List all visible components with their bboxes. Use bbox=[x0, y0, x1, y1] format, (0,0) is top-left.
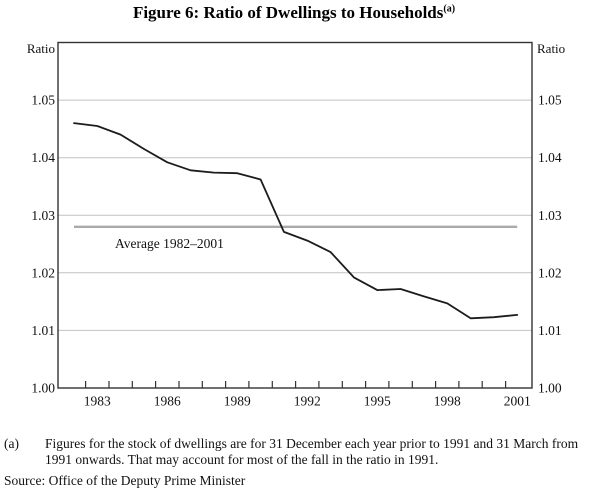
footnote-marker: (a) bbox=[4, 436, 19, 451]
x-axis-tick-label: 1989 bbox=[224, 394, 251, 409]
average-line-label: Average 1982–2001 bbox=[115, 236, 224, 251]
x-axis-tick-label: 1998 bbox=[434, 394, 461, 409]
y-axis-title-right: Ratio bbox=[537, 41, 566, 56]
y-axis-tick-label-left: 1.03 bbox=[31, 208, 55, 223]
y-axis-tick-label-right: 1.04 bbox=[538, 150, 562, 165]
figure-title: Figure 6: Ratio of Dwellings to Househol… bbox=[0, 3, 588, 23]
y-axis-tick-label-left: 1.05 bbox=[31, 93, 55, 108]
y-axis-tick-label-right: 1.02 bbox=[538, 265, 562, 280]
ratio-series-line bbox=[73, 122, 519, 320]
y-axis-tick-label-right: 1.00 bbox=[538, 381, 562, 396]
x-axis-tick-label: 1983 bbox=[84, 394, 111, 409]
x-axis-tick-label: 1986 bbox=[154, 394, 181, 409]
y-axis-tick-label-right: 1.05 bbox=[538, 93, 562, 108]
footnote-text: Figures for the stock of dwellings are f… bbox=[45, 436, 579, 467]
y-axis-tick-label-left: 1.01 bbox=[31, 323, 55, 338]
figure-title-footnote-marker: (a) bbox=[443, 3, 456, 15]
y-axis-tick-label-right: 1.01 bbox=[538, 323, 562, 338]
y-axis-tick-label-left: 1.04 bbox=[31, 150, 55, 165]
y-axis-title-left: Ratio bbox=[26, 41, 55, 56]
x-axis-tick-label: 2001 bbox=[504, 394, 531, 409]
source-line: Source: Office of the Deputy Prime Minis… bbox=[4, 473, 246, 488]
plot-border bbox=[57, 41, 533, 389]
x-axis-tick-label: 1992 bbox=[294, 394, 321, 409]
y-axis-tick-label-left: 1.02 bbox=[31, 265, 55, 280]
x-axis-tick-label: 1995 bbox=[364, 394, 391, 409]
y-axis-tick-label-left: 1.00 bbox=[31, 381, 55, 396]
figure-title-text: Figure 6: Ratio of Dwellings to Househol… bbox=[132, 3, 444, 22]
y-axis-tick-label-right: 1.03 bbox=[538, 208, 562, 223]
